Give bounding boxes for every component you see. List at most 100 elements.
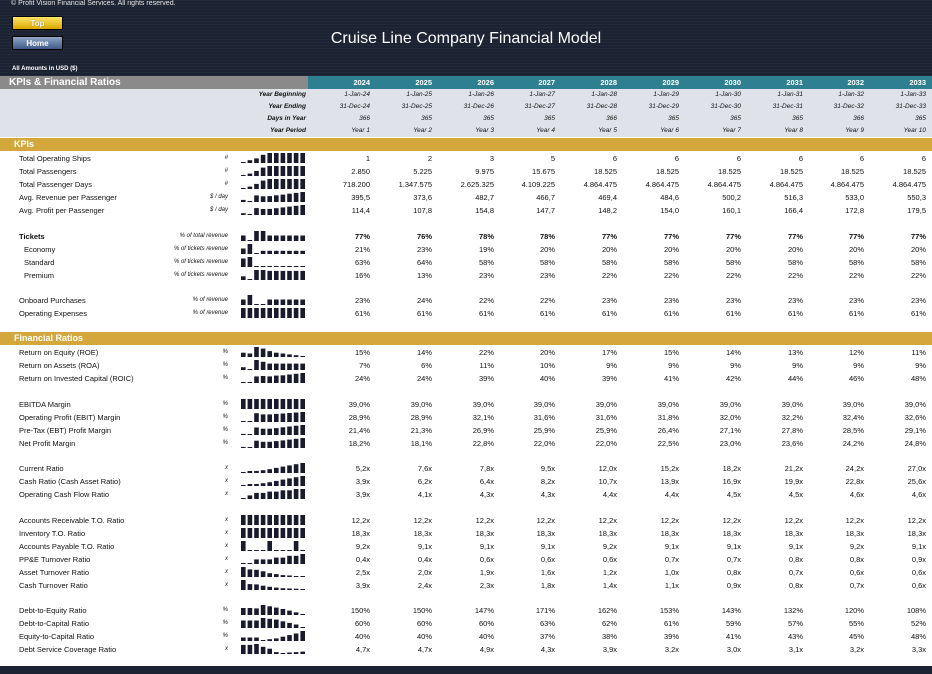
table-cell: 18,3x: [536, 529, 555, 538]
table-cell: 26,4%: [657, 426, 679, 435]
table-cell: 1.347.575: [398, 180, 432, 189]
row-unit: % of tickets revenue: [173, 259, 228, 265]
sparkline-bar: [260, 250, 266, 254]
sparkline: [241, 398, 307, 411]
table-cell: 4.864.475: [892, 180, 926, 189]
sparkline: [241, 243, 307, 256]
table-cell: 9%: [915, 361, 926, 370]
sparkline-chart: [241, 476, 305, 486]
sparkline: [241, 527, 307, 540]
row-unit: %: [222, 633, 228, 639]
table-cell: 16,9x: [722, 477, 741, 486]
table-cell: 18,3x: [351, 529, 370, 538]
sparkline-bar: [300, 363, 305, 370]
top-button[interactable]: Top: [12, 16, 63, 30]
table-cell: 23%: [910, 296, 926, 305]
table-cell: 3,0x: [726, 645, 741, 654]
table-cell: 9,1x: [788, 542, 803, 551]
sparkline-bar: [300, 412, 305, 422]
table-cell: 13%: [416, 271, 432, 280]
table-cell: 61%: [663, 619, 679, 628]
table-row: Operating Profit (EBIT) Margin% 28,9% 28,9…: [0, 411, 932, 424]
table-cell: 39,0%: [595, 400, 617, 409]
table-cell: 39,0%: [842, 400, 864, 409]
sparkline-bar: [267, 208, 272, 215]
table-cell: 22,0%: [595, 439, 617, 448]
sparkline-bar: [254, 308, 259, 318]
sparkline-bar: [300, 270, 305, 280]
period-cell: 31-Dec-31: [772, 103, 803, 110]
sparkline-bar: [293, 153, 299, 163]
table-cell: 60%: [354, 619, 370, 628]
sparkline-bar: [287, 478, 292, 486]
sparkline-bar: [293, 612, 299, 615]
table-cell: 61%: [354, 309, 370, 318]
table-cell: 2,5x: [355, 568, 370, 577]
table-cell: 24%: [416, 296, 432, 305]
table-cell: 24%: [416, 374, 432, 383]
table-cell: 4,7x: [417, 645, 432, 654]
sparkline-bar: [300, 550, 305, 551]
sparkline-bar: [254, 644, 259, 654]
table-cell: 120%: [844, 606, 864, 615]
table-cell: 0,9x: [726, 581, 741, 590]
table-cell: 39,0%: [472, 400, 494, 409]
row-label: Operating Expenses: [19, 309, 87, 318]
table-cell: 4,4x: [664, 490, 679, 499]
sparkline-bar: [287, 354, 292, 357]
table-cell: 17%: [601, 348, 617, 357]
table-cell: 0,7x: [664, 555, 679, 564]
table-cell: 6: [859, 154, 864, 163]
sparkline-bar: [280, 207, 286, 215]
sparkline-bar: [293, 588, 299, 590]
sparkline-bar: [267, 491, 272, 499]
table-cell: 6,2x: [417, 477, 432, 486]
sparkline-bar: [274, 363, 279, 370]
sparkline-bar: [247, 608, 253, 615]
sparkline-bar: [300, 589, 305, 590]
table-cell: 3,3x: [911, 645, 926, 654]
table-cell: 18.525: [594, 167, 617, 176]
period-cell: 365: [668, 115, 679, 122]
table-cell: 108%: [906, 606, 926, 615]
table-cell: 12,2x: [475, 516, 494, 525]
sparkline-chart: [241, 463, 305, 473]
page-title: Cruise Line Company Financial Model: [330, 30, 602, 47]
table-cell: 9,1x: [479, 542, 494, 551]
sparkline-bar: [241, 299, 246, 305]
period-row: Days in Year 366 365 365 365 366 365 365 365 366 3…: [0, 113, 932, 125]
table-cell: 59%: [725, 619, 741, 628]
table-cell: 1,9x: [479, 568, 494, 577]
sparkline-bar: [274, 638, 279, 641]
sparkline-bar: [241, 175, 246, 176]
sparkline-bar: [267, 618, 272, 628]
row-unit: % of total revenue: [179, 233, 228, 239]
sparkline: [241, 488, 307, 501]
sparkline: [241, 617, 307, 630]
period-cell: 1-Jan-28: [591, 91, 617, 98]
row-unit: % of revenue: [192, 310, 228, 316]
table-cell: 147%: [474, 606, 494, 615]
table-cell: 44%: [787, 374, 803, 383]
table-cell: 9,1x: [726, 542, 741, 551]
period-cell: Year 7: [722, 127, 741, 134]
sparkline-bar: [254, 492, 259, 499]
sparkline-bar: [254, 427, 259, 435]
table-cell: 13,9x: [660, 477, 679, 486]
home-button[interactable]: Home: [12, 36, 63, 50]
period-cell: 365: [730, 115, 741, 122]
sparkline-bar: [241, 567, 246, 577]
sparkline-bar: [254, 208, 259, 215]
sparkline: [241, 307, 307, 320]
table-cell: 4,5x: [726, 490, 741, 499]
row-label: Avg. Revenue per Passenger: [19, 193, 117, 202]
period-cell: 1-Jan-25: [406, 91, 432, 98]
sparkline-bar: [260, 308, 266, 318]
table-cell: 77%: [725, 232, 741, 241]
table-cell: 12,2x: [536, 516, 555, 525]
row-label: Operating Profit (EBIT) Margin: [19, 413, 121, 422]
sparkline-bar: [267, 441, 272, 448]
sparkline-bar: [254, 270, 259, 280]
period-cell: 365: [544, 115, 555, 122]
period-row: Year Ending 31-Dec-24 31-Dec-25 31-Dec-26 31…: [0, 101, 932, 113]
